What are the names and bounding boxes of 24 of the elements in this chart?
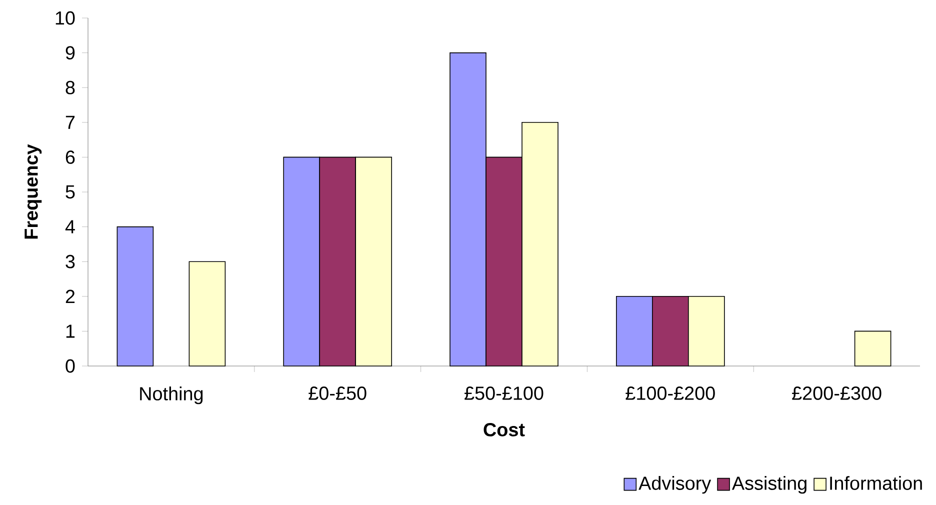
x-axis-title: Cost [484, 422, 525, 436]
y-axis-title: Frequency [24, 144, 42, 239]
y-tick-label: 5 [66, 185, 75, 199]
y-tick-label: 6 [66, 150, 75, 164]
x-tick-label: £50-£100 [464, 386, 544, 400]
bar [116, 226, 154, 366]
y-tick-label: 1 [66, 324, 75, 338]
y-tick-label: 4 [65, 220, 75, 234]
y-tick-label: 3 [66, 254, 75, 268]
y-tick-label: 2 [66, 290, 75, 304]
bar [854, 330, 892, 366]
x-tick-label: £200-£300 [792, 386, 882, 400]
x-tick-label: £100-£200 [626, 386, 715, 400]
y-tick-label: 10 [56, 11, 75, 25]
y-tick-label: 8 [66, 80, 75, 94]
y-tick-label: 7 [66, 116, 75, 129]
x-tick-label: £0-£50 [308, 386, 366, 400]
y-tick-label: 0 [66, 359, 75, 373]
bar [188, 261, 226, 366]
legend-label: Advisory [638, 476, 712, 494]
y-tick-label: 9 [66, 46, 75, 60]
legend-label: Information [830, 476, 922, 490]
legend-label: Assisting [732, 476, 806, 494]
x-tick-label: Nothing [140, 386, 203, 404]
